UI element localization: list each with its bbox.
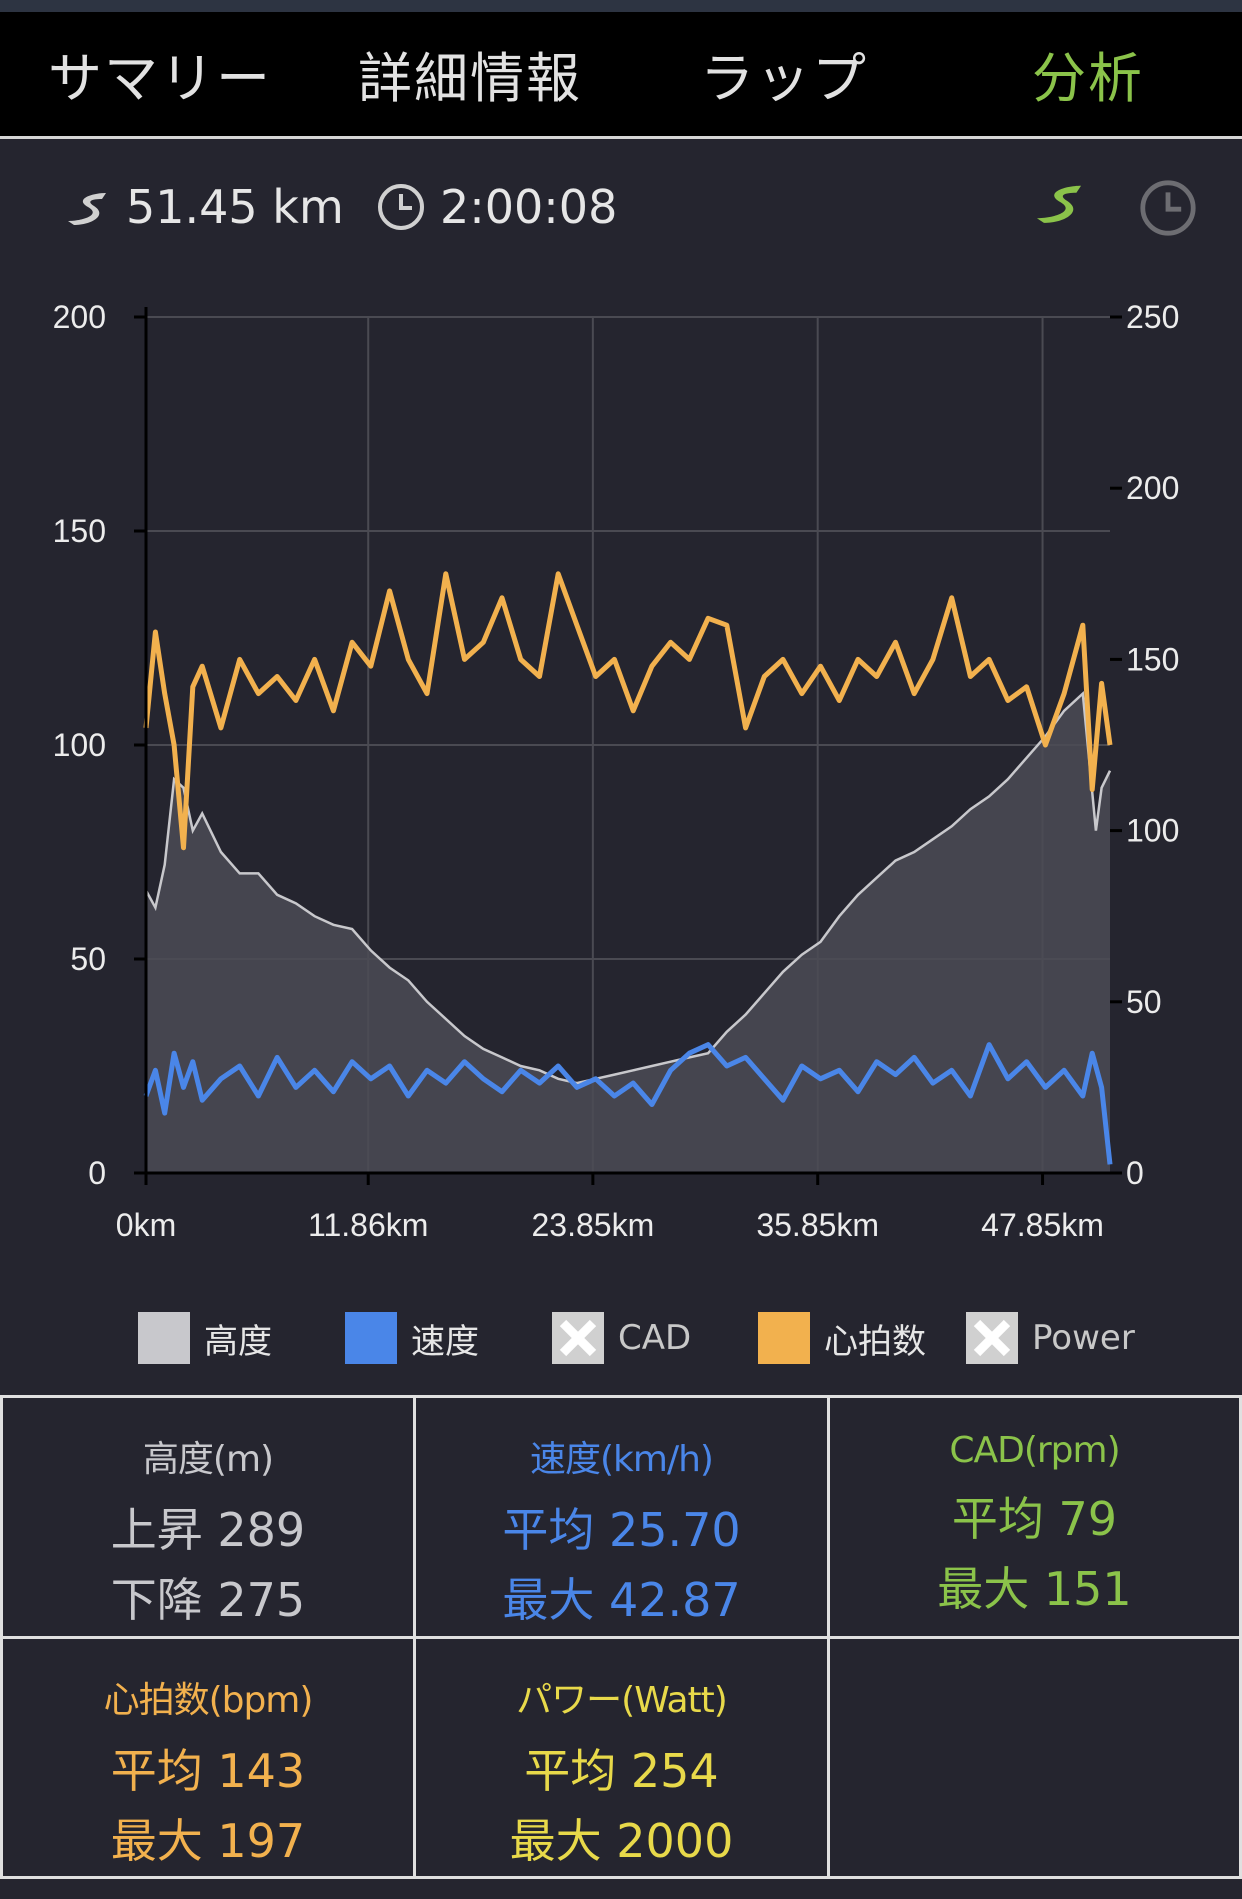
tab-analysis[interactable]: 分析: [1032, 47, 1144, 110]
stat-cadence-title: CAD(rpm): [949, 1430, 1120, 1471]
legend-heart-rate[interactable]: 心拍数: [758, 1312, 926, 1364]
legend-power-disabled-icon: [966, 1312, 1018, 1364]
road-icon: [68, 193, 106, 225]
stat-heart-rate-average: 平均 143: [110, 1744, 306, 1798]
stat-cadence: CAD(rpm) 平均 79 最大 151: [827, 1395, 1242, 1639]
analysis-chart: 0 50 100 150 200 0 50 100 150 200 250 0km 11.86km 23.…: [53, 299, 1180, 1243]
y-left-tick-label-3: 150: [53, 513, 106, 549]
legend-heart-rate-swatch: [758, 1312, 810, 1364]
legend-cadence-label: CAD: [618, 1318, 692, 1358]
legend-power[interactable]: Power: [966, 1312, 1135, 1364]
duration-summary: 2:00:08: [376, 180, 617, 234]
stat-cadence-max: 最大 151: [937, 1562, 1132, 1616]
distance-summary: 51.45 km: [62, 180, 344, 234]
tab-laps[interactable]: ラップ: [700, 47, 868, 110]
legend-cadence-disabled-icon: [552, 1312, 604, 1364]
stat-cadence-average: 平均 79: [951, 1492, 1118, 1546]
clock-icon: [378, 184, 424, 230]
chart-series: [143, 571, 1113, 1173]
series-altitude-area: [146, 693, 1110, 1173]
x-tick-label-1: 11.86km: [308, 1207, 428, 1243]
legend-heart-rate-label: 心拍数: [824, 1321, 926, 1362]
y-right-tick-label-5: 250: [1126, 299, 1179, 335]
stat-heart-rate-title: 心拍数(bpm): [103, 1680, 314, 1721]
legend-speed-label: 速度: [411, 1321, 479, 1362]
y-left-tick-label-1: 50: [70, 941, 106, 977]
y-left-tick-label-4: 200: [53, 299, 106, 335]
chart-legend: 高度 速度 CAD 心拍数 Power: [0, 1312, 1242, 1372]
series-speed-line: [143, 1042, 1113, 1165]
stat-altitude: 高度(m) 上昇 289 下降 275: [0, 1395, 416, 1639]
y-right-tick-label-1: 50: [1126, 984, 1162, 1020]
stat-power: パワー(Watt) 平均 254 最大 2000: [413, 1636, 830, 1879]
stat-empty: [827, 1636, 1242, 1879]
x-mark-icon: [966, 1312, 1018, 1364]
x-tick-label-0: 0km: [116, 1207, 176, 1243]
legend-cadence[interactable]: CAD: [552, 1312, 691, 1364]
stat-speed-max: 最大 42.87: [502, 1573, 741, 1627]
series-altitude-line: [144, 690, 1112, 1085]
y-right-tick-label-3: 150: [1126, 641, 1179, 677]
legend-altitude[interactable]: 高度: [138, 1312, 272, 1364]
duration-value: 2:00:08: [440, 180, 618, 234]
stat-power-max: 最大 2000: [509, 1814, 734, 1868]
chart-axes: [134, 307, 1122, 1185]
time-mode-button[interactable]: [1138, 178, 1198, 242]
tab-bar: サマリー 詳細情報 ラップ 分析: [0, 12, 1242, 139]
chart-labels: 0 50 100 150 200 0 50 100 150 200 250 0km 11.86km 23.…: [53, 299, 1180, 1243]
legend-speed[interactable]: 速度: [345, 1312, 479, 1364]
status-strip: [0, 0, 1242, 12]
legend-speed-swatch: [345, 1312, 397, 1364]
stat-power-average: 平均 254: [524, 1744, 719, 1798]
stats-grid: 高度(m) 上昇 289 下降 275 速度(km/h) 平均 25.70 最大…: [0, 1395, 1242, 1879]
tab-details[interactable]: 詳細情報: [358, 47, 582, 110]
series-heart-rate-line: [143, 571, 1113, 851]
legend-altitude-swatch: [138, 1312, 190, 1364]
x-tick-label-3: 35.85km: [756, 1207, 879, 1243]
y-right-tick-label-0: 0: [1126, 1155, 1144, 1191]
stat-heart-rate: 心拍数(bpm) 平均 143 最大 197: [0, 1636, 416, 1879]
activity-summary: 51.45 km 2:00:08: [0, 180, 1242, 250]
stat-altitude-ascent: 上昇 289: [110, 1503, 306, 1557]
stat-altitude-descent: 下降 275: [110, 1573, 306, 1627]
y-left-tick-label-2: 100: [53, 727, 106, 763]
stat-speed: 速度(km/h) 平均 25.70 最大 42.87: [413, 1395, 830, 1639]
x-mark-icon: [552, 1312, 604, 1364]
stat-power-title: パワー(Watt): [516, 1680, 728, 1721]
distance-value: 51.45 km: [126, 180, 344, 234]
stat-speed-title: 速度(km/h): [530, 1439, 714, 1480]
x-tick-label-2: 23.85km: [532, 1207, 655, 1243]
x-tick-label-4: 47.85km: [981, 1207, 1104, 1243]
stat-altitude-title: 高度(m): [142, 1439, 274, 1480]
stat-speed-average: 平均 25.70: [502, 1503, 741, 1557]
y-right-tick-label-4: 200: [1126, 470, 1179, 506]
legend-power-label: Power: [1032, 1318, 1135, 1358]
y-left-tick-label-0: 0: [88, 1155, 106, 1191]
stat-heart-rate-max: 最大 197: [110, 1814, 306, 1868]
tab-summary[interactable]: サマリー: [48, 47, 272, 110]
road-icon-active: [1036, 185, 1082, 223]
y-right-tick-label-2: 100: [1126, 813, 1179, 849]
legend-altitude-label: 高度: [204, 1321, 272, 1362]
clock-icon-inactive: [1140, 180, 1196, 236]
distance-mode-button[interactable]: [1030, 178, 1088, 230]
